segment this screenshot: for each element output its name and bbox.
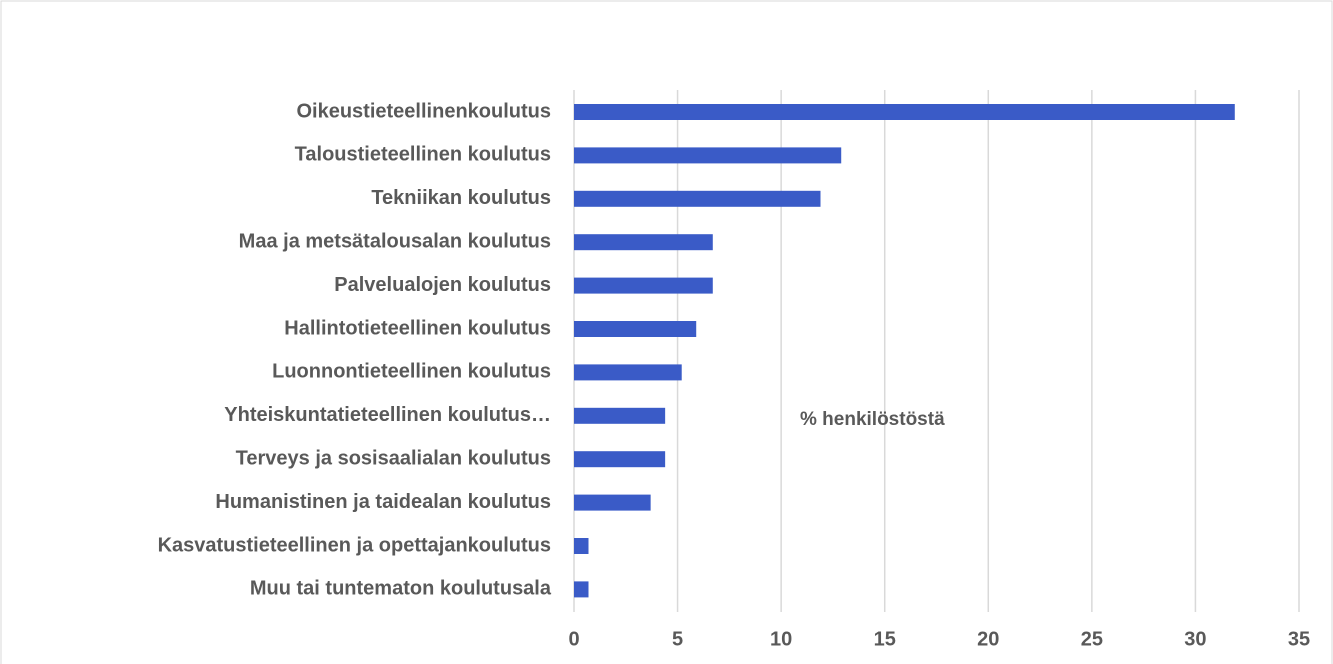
y-tick-label: Maa ja metsätalousalan koulutus <box>239 230 551 252</box>
bar <box>574 104 1235 120</box>
bar <box>574 277 713 294</box>
x-tick-label: 25 <box>1081 628 1103 650</box>
y-tick-label: Taloustieteellinen koulutus <box>295 144 551 166</box>
bar <box>574 581 589 598</box>
bar <box>574 451 666 468</box>
x-tick-label: 10 <box>770 628 792 650</box>
y-tick-label: Yhteiskuntatieteellinen koulutus… <box>224 404 551 426</box>
y-tick-label: Humanistinen ja taidealan koulutus <box>215 491 551 513</box>
bar <box>574 190 821 207</box>
bar <box>574 364 682 381</box>
y-tick-label: Tekniikan koulutus <box>371 187 551 209</box>
x-tick-label: 35 <box>1288 628 1310 650</box>
bar <box>574 321 697 337</box>
bar <box>574 147 842 164</box>
bar <box>574 234 713 251</box>
x-tick-label: 0 <box>568 628 579 650</box>
y-tick-label: Muu tai tuntematon koulutusala <box>250 578 552 600</box>
y-tick-label: Oikeustieteellinenkoulutus <box>296 100 551 122</box>
y-tick-label: Terveys ja sosisaalialan koulutus <box>236 447 551 469</box>
bar <box>574 407 666 424</box>
x-tick-label: 5 <box>672 628 683 650</box>
x-tick-label: 15 <box>874 628 896 650</box>
x-tick-label: 20 <box>977 628 999 650</box>
y-tick-label: Hallintotieteellinen koulutus <box>284 317 551 339</box>
bar <box>574 538 589 554</box>
y-tick-label: Luonnontieteellinen koulutus <box>272 361 551 383</box>
y-tick-label: Kasvatustieteellinen ja opettajankoulutu… <box>158 534 551 556</box>
bar <box>574 494 651 511</box>
annotation: % henkilöstöstä <box>800 409 945 430</box>
y-tick-label: Palvelualojen koulutus <box>334 274 551 296</box>
x-tick-label: 30 <box>1184 628 1206 650</box>
